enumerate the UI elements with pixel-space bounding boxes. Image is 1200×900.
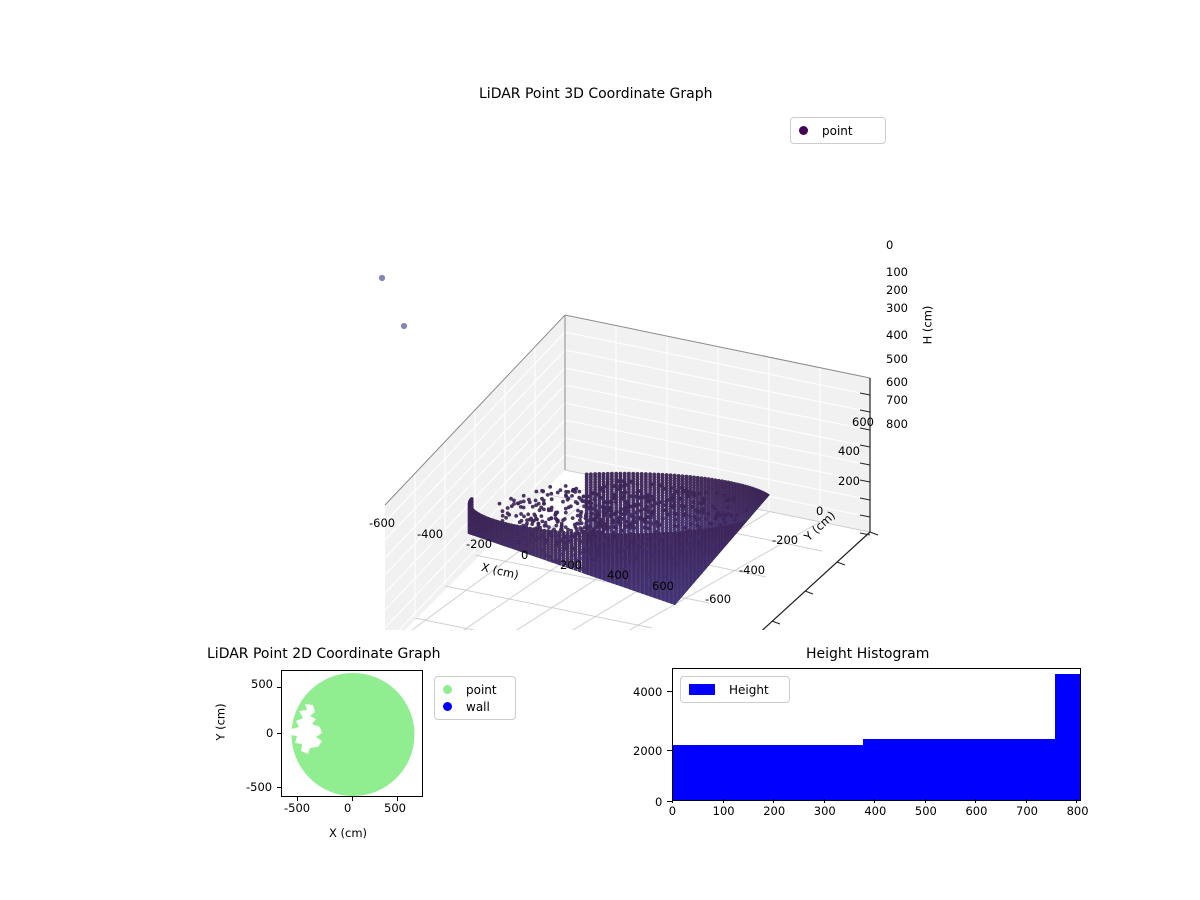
legend-item-height: Height [689,681,781,698]
plot2d-ytickmark-1 [277,733,281,734]
histogram-xtick-8: 800 [1066,804,1089,818]
plot3d-ztick-1: 100 [886,265,908,279]
plot2d-xtick-0: -500 [284,801,311,815]
plot2d-canvas [290,673,415,796]
legend-label: Height [729,682,769,697]
histogram-legend: Height [680,676,790,703]
plot3d-ztick-7: 700 [886,393,908,407]
plot3d-xtick-1: -400 [417,527,444,541]
plot3d-ztick-3: 300 [886,301,908,315]
histogram-xtickmark-1 [722,799,724,803]
histogram-title: Height Histogram [806,646,930,662]
plot2d-xtick-2: 500 [384,801,406,815]
point-marker-icon [799,126,808,135]
plot3d-ztick-2: 200 [886,283,908,297]
wall-marker-icon [443,702,452,711]
height-swatch-icon [689,684,715,695]
plot2d-ytick-1: 0 [266,726,274,740]
plot3d-canvas [378,274,879,630]
histogram-xtick-7: 700 [1016,804,1038,818]
legend-label: point [466,682,497,697]
legend-item-point: point [799,122,877,139]
wall-notch [290,704,322,754]
plot3d-axes[interactable] [330,150,900,630]
plot3d-ytick-3: 0 [816,504,824,518]
histogram-xtickmark-7 [1025,799,1027,803]
histogram-bar [673,744,863,800]
legend-item-point: point [443,681,507,698]
histogram-xtickmark-3 [823,799,825,803]
plot3d-xtick-2: -200 [466,537,493,551]
plot2d-ytick-0: -500 [246,780,273,794]
histogram-xtick-6: 600 [965,804,988,818]
point-marker-icon [443,685,452,694]
plot3d-xtick-5: 400 [607,568,629,582]
plot3d-xtick-0: -600 [369,516,396,530]
lidar-point-cloud-front [378,274,408,330]
histogram-xtickmark-4 [874,799,876,803]
plot2d-axes[interactable] [281,670,423,797]
plot3d-title: LiDAR Point 3D Coordinate Graph [479,86,713,102]
legend-label: point [822,123,853,138]
plot3d-ytick-5: 400 [838,444,860,458]
histogram-ytick-2: 4000 [633,685,663,699]
histogram-xtick-4: 400 [864,804,887,818]
histogram-bar [1054,674,1080,800]
plot3d-xtick-3: 0 [521,548,529,562]
histogram-xtick-2: 200 [763,804,786,818]
plot3d-ztick-6: 600 [886,375,908,389]
plot3d-ytick-2: -200 [772,533,799,547]
plot3d-ytick-1: -400 [739,563,766,577]
plot2d-xaxis-label: X (cm) [329,826,368,840]
plot3d-xtick-6: 600 [652,579,674,593]
histogram-ytick-1: 2000 [633,744,663,758]
histogram-xtick-0: 0 [668,804,677,818]
plot3d-ytick-0: -600 [705,592,732,606]
histogram-xtickmark-0 [672,799,673,803]
plot2d-yaxis-label: Y (cm) [213,703,228,741]
histogram-xtick-5: 500 [914,804,937,818]
histogram-ytickmark-0 [667,801,672,802]
plot3d-ztick-0: 0 [886,238,894,252]
plot3d-xtick-4: 200 [560,558,582,572]
plot2d-title: LiDAR Point 2D Coordinate Graph [207,646,441,662]
histogram-xtickmark-8 [1076,799,1078,803]
histogram-xtickmark-6 [975,799,977,803]
histogram-xtick-1: 100 [712,804,735,818]
histogram-xtickmark-5 [924,799,926,803]
plot3d-ytick-6: 600 [852,415,874,429]
histogram-xtickmark-2 [773,799,775,803]
plot3d-ztick-5: 500 [886,352,908,366]
histogram-ytick-0: 0 [655,795,663,809]
plot3d-ztick-8: 800 [886,417,908,431]
plot2d-xtickmark-2 [397,797,398,801]
plot2d-legend: point wall [434,676,516,720]
plot2d-xtick-1: 0 [344,801,352,815]
plot2d-ytickmark-2 [277,687,281,688]
histogram-xtick-3: 300 [813,804,836,818]
plot3d-zaxis-label: H (cm) [920,305,935,345]
point-disk [291,673,415,796]
plot2d-ytickmark-0 [277,787,281,788]
histogram-ytickmark-2 [667,691,672,692]
plot3d-ytick-4: 200 [838,474,860,488]
histogram-ytickmark-1 [667,750,672,751]
plot2d-xtickmark-1 [352,797,353,801]
histogram-bar [862,738,1055,800]
plot3d-ztick-4: 400 [886,328,908,342]
legend-item-wall: wall [443,698,507,715]
plot3d-legend: point [790,117,886,144]
legend-label: wall [466,699,490,714]
plot2d-xtickmark-0 [297,797,298,801]
plot2d-ytick-2: 500 [251,677,273,691]
